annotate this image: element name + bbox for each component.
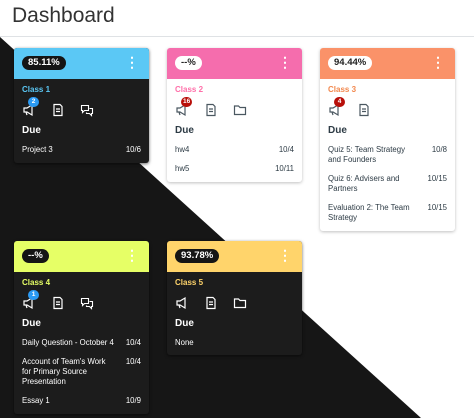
due-item-name[interactable]: Evaluation 2: The Team Strategy	[328, 203, 410, 222]
grade-badge: 94.44%	[328, 56, 373, 70]
due-item-date: 10/4	[125, 338, 141, 347]
discussions-link[interactable]	[80, 296, 96, 310]
due-item-name[interactable]: Quiz 5: Team Strategy and Founders	[328, 145, 405, 164]
due-item-name[interactable]: Project 3	[22, 145, 53, 154]
due-item[interactable]: hw5 10/11	[175, 164, 294, 174]
card-header[interactable]: 94.44% ⋮	[320, 48, 455, 79]
folder-icon	[233, 105, 247, 116]
unread-count-badge: 2	[28, 97, 39, 107]
header-divider	[0, 36, 474, 37]
due-item-name[interactable]: hw5	[175, 164, 190, 173]
due-item[interactable]: Quiz 5: Team Strategy and Founders 10/8	[328, 145, 447, 165]
discussion-icon	[80, 297, 94, 310]
megaphone-icon	[176, 296, 186, 310]
course-card-class-1[interactable]: 85.11% ⋮ Class 1 2 Due Project 3 10/6	[14, 48, 149, 163]
discussions-link[interactable]	[80, 103, 96, 117]
course-card-class-5[interactable]: 93.78% ⋮ Class 5 Due None	[167, 241, 302, 355]
card-options-icon[interactable]: ⋮	[125, 54, 139, 70]
card-header[interactable]: 85.11% ⋮	[14, 48, 149, 79]
course-card-class-4[interactable]: --% ⋮ Class 4 1 Due Daily Question - Oct…	[14, 241, 149, 414]
course-name-link[interactable]: Class 3	[328, 85, 357, 94]
megaphone-icon	[23, 103, 33, 117]
due-item-date: 10/4	[278, 145, 294, 154]
course-name-link[interactable]: Class 1	[22, 85, 51, 94]
grade-badge: 93.78%	[175, 249, 220, 263]
announcements-link[interactable]: 1	[22, 290, 39, 310]
unread-count-badge: 4	[334, 97, 345, 107]
folder-icon	[233, 298, 247, 309]
due-item-date: 10/11	[275, 164, 294, 173]
no-due-items-text: None	[175, 338, 194, 347]
assignment-icon	[206, 296, 216, 310]
files-link[interactable]	[233, 103, 249, 117]
unread-count-badge: 1	[28, 290, 39, 300]
due-item-date: 10/4	[125, 357, 141, 366]
megaphone-icon	[176, 103, 186, 117]
due-item[interactable]: hw4 10/4	[175, 145, 294, 155]
due-heading: Due	[22, 125, 41, 136]
card-header[interactable]: 93.78% ⋮	[167, 241, 302, 272]
card-options-icon[interactable]: ⋮	[125, 247, 139, 263]
assignments-link[interactable]	[51, 103, 67, 117]
page-title: Dashboard	[12, 4, 115, 27]
assignments-link[interactable]	[51, 296, 67, 310]
assignments-link[interactable]	[204, 296, 220, 310]
assignments-link[interactable]	[357, 103, 373, 117]
due-item[interactable]: Quiz 6: Advisers and Partners 10/15	[328, 174, 447, 194]
unread-count-badge: 16	[181, 97, 193, 107]
assignment-icon	[359, 103, 369, 117]
assignment-icon	[206, 103, 216, 117]
discussion-icon	[80, 104, 94, 117]
files-link[interactable]	[233, 296, 249, 310]
due-item-date: 10/9	[125, 396, 141, 405]
assignment-icon	[53, 296, 63, 310]
due-item[interactable]: Daily Question - October 4 10/4	[22, 338, 141, 348]
announcements-link[interactable]	[175, 296, 191, 310]
announcements-link[interactable]: 2	[22, 97, 39, 117]
due-item[interactable]: Account of Team's Work for Primary Sourc…	[22, 357, 141, 387]
card-options-icon[interactable]: ⋮	[278, 247, 292, 263]
course-name-link[interactable]: Class 2	[175, 85, 204, 94]
due-item-date: 10/8	[431, 145, 447, 154]
due-heading: Due	[175, 125, 194, 136]
megaphone-icon	[329, 103, 339, 117]
due-item[interactable]: Project 3 10/6	[22, 145, 141, 155]
due-item-name[interactable]: Account of Team's Work for Primary Sourc…	[22, 357, 106, 386]
due-item-date: 10/15	[427, 203, 447, 212]
course-name-link[interactable]: Class 4	[22, 278, 51, 287]
grade-badge: 85.11%	[22, 56, 66, 70]
due-item[interactable]: Evaluation 2: The Team Strategy 10/15	[328, 203, 447, 223]
due-heading: Due	[22, 318, 41, 329]
due-item-name[interactable]: Daily Question - October 4	[22, 338, 114, 347]
card-header[interactable]: --% ⋮	[167, 48, 302, 79]
due-item-name[interactable]: Quiz 6: Advisers and Partners	[328, 174, 400, 193]
megaphone-icon	[23, 296, 33, 310]
assignments-link[interactable]	[204, 103, 220, 117]
announcements-link[interactable]: 16	[175, 97, 193, 117]
grade-badge: --%	[22, 249, 49, 263]
due-item-date: 10/15	[427, 174, 447, 183]
due-heading: Due	[175, 318, 194, 329]
due-item-name[interactable]: hw4	[175, 145, 190, 154]
due-item-name[interactable]: Essay 1	[22, 396, 50, 405]
card-options-icon[interactable]: ⋮	[278, 54, 292, 70]
assignment-icon	[53, 103, 63, 117]
course-name-link[interactable]: Class 5	[175, 278, 204, 287]
course-card-class-3[interactable]: 94.44% ⋮ Class 3 4 Due Quiz 5: Team Stra…	[320, 48, 455, 231]
due-item[interactable]: Essay 1 10/9	[22, 396, 141, 406]
announcements-link[interactable]: 4	[328, 97, 345, 117]
course-card-class-2[interactable]: --% ⋮ Class 2 16 Due hw4 10/4 hw5 10/11	[167, 48, 302, 182]
due-heading: Due	[328, 125, 347, 136]
grade-badge: --%	[175, 56, 202, 70]
card-options-icon[interactable]: ⋮	[431, 54, 445, 70]
card-header[interactable]: --% ⋮	[14, 241, 149, 272]
due-item-date: 10/6	[125, 145, 141, 154]
